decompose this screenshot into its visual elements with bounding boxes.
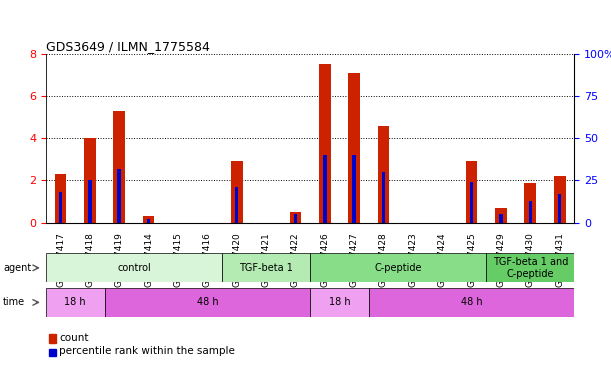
- Text: 18 h: 18 h: [329, 297, 350, 308]
- Bar: [104, 288, 310, 317]
- Text: C-peptide: C-peptide: [375, 263, 422, 273]
- Bar: [499, 214, 503, 223]
- Bar: [466, 162, 477, 223]
- Bar: [378, 126, 389, 223]
- Bar: [84, 138, 96, 223]
- Bar: [222, 253, 310, 282]
- Bar: [319, 64, 331, 223]
- Bar: [294, 214, 297, 223]
- Bar: [495, 208, 507, 223]
- Text: TGF-beta 1 and
C-peptide: TGF-beta 1 and C-peptide: [492, 257, 568, 279]
- Bar: [524, 183, 536, 223]
- Bar: [310, 288, 369, 317]
- Bar: [235, 187, 238, 223]
- Text: 18 h: 18 h: [64, 297, 86, 308]
- Bar: [59, 192, 62, 223]
- Bar: [88, 180, 92, 223]
- Bar: [470, 182, 474, 223]
- Text: TGF-beta 1: TGF-beta 1: [239, 263, 293, 273]
- Bar: [554, 176, 566, 223]
- Bar: [353, 155, 356, 223]
- Bar: [529, 201, 532, 223]
- Bar: [117, 169, 121, 223]
- Text: percentile rank within the sample: percentile rank within the sample: [59, 346, 235, 356]
- Bar: [486, 253, 574, 282]
- Bar: [54, 174, 67, 223]
- Bar: [114, 111, 125, 223]
- Bar: [382, 172, 386, 223]
- Bar: [558, 194, 562, 223]
- Bar: [46, 253, 222, 282]
- Bar: [310, 253, 486, 282]
- Bar: [143, 217, 155, 223]
- Text: time: time: [3, 297, 25, 308]
- Bar: [231, 162, 243, 223]
- Bar: [369, 288, 574, 317]
- Bar: [323, 155, 326, 223]
- Text: 48 h: 48 h: [461, 297, 483, 308]
- Bar: [290, 212, 301, 223]
- Bar: [348, 73, 360, 223]
- Text: 48 h: 48 h: [197, 297, 218, 308]
- Bar: [147, 219, 150, 223]
- Text: agent: agent: [3, 263, 31, 273]
- Text: control: control: [117, 263, 151, 273]
- Text: count: count: [59, 333, 89, 343]
- Text: GDS3649 / ILMN_1775584: GDS3649 / ILMN_1775584: [46, 40, 210, 53]
- Bar: [46, 288, 104, 317]
